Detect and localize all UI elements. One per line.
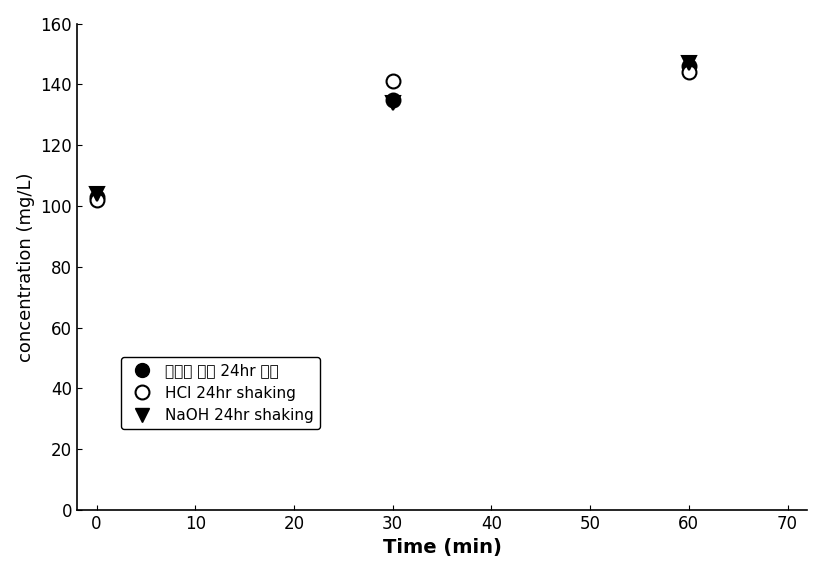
Y-axis label: concentration (mg/L): concentration (mg/L) [16,172,35,362]
X-axis label: Time (min): Time (min) [382,538,502,557]
Legend: 전첸리 없음 24hr 운용, HCl 24hr shaking, NaOH 24hr shaking: 전첸리 없음 24hr 운용, HCl 24hr shaking, NaOH 2… [121,357,321,429]
